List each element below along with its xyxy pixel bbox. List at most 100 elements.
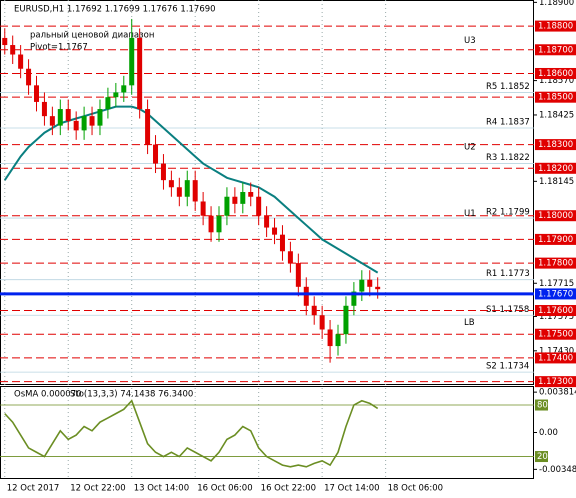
x-tick-label: 18 Oct 06:00: [388, 484, 443, 494]
level-label: 1.17900: [538, 235, 573, 245]
level-label-box: [535, 67, 576, 79]
candle-body: [256, 196, 262, 216]
moving-average: [3, 105, 379, 274]
indicator-tick-label: 80: [537, 401, 548, 411]
pivot-level-label: S2 1.1734: [486, 362, 529, 372]
level-label-box: [535, 139, 576, 151]
level-label-box: [535, 328, 576, 340]
x-tick-label: 12 Oct 22:00: [70, 484, 125, 494]
candle-body: [153, 144, 159, 164]
level-label: 1.18800: [538, 22, 573, 32]
current-price-label: 1.17670: [538, 289, 573, 299]
candle-body: [272, 227, 278, 235]
candle-body: [208, 215, 214, 233]
candle-body: [137, 37, 143, 110]
candle-body: [26, 68, 32, 86]
indicator-tick-label: 20: [537, 452, 548, 462]
level-label: 1.17300: [538, 377, 573, 387]
candle-body: [121, 85, 127, 93]
level-label-box: [535, 305, 576, 317]
level-label: 1.18300: [538, 140, 573, 150]
pivot-level-label: R4 1.1837: [486, 118, 530, 128]
level-label-box: [535, 257, 576, 269]
candle-body: [41, 101, 47, 117]
candle-body: [264, 215, 270, 228]
candle-body: [343, 305, 349, 335]
level-label: 1.17400: [538, 353, 573, 363]
pivot-level-label: R3 1.1822: [486, 153, 530, 163]
y-tick-label: 1.18145: [539, 177, 574, 187]
pivot-label: U2: [464, 142, 476, 152]
x-tick-label: 16 Oct 22:00: [261, 484, 316, 494]
level-label-box: [535, 20, 576, 32]
candle-body: [57, 109, 63, 126]
level-label: 1.17600: [538, 306, 573, 316]
candle-body: [232, 196, 238, 204]
level-label-box: [535, 44, 576, 56]
y-tick-label: 1.18570: [539, 76, 574, 86]
sto-label: Sto(13,3,3) 74.1438 76.3400: [70, 390, 193, 400]
y-tick-label: 1.17575: [539, 312, 574, 322]
level-label: 1.18500: [538, 93, 573, 103]
level-label-box: [535, 352, 576, 364]
candle-body: [335, 334, 341, 347]
indicator-y2-label: 0.00: [539, 428, 558, 438]
level-label: 1.18000: [538, 211, 573, 221]
candle-body: [279, 234, 285, 252]
candle-body: [311, 305, 317, 316]
candle-body: [176, 187, 182, 197]
candle-body: [224, 196, 230, 216]
x-tick-label: 12 Oct 2017: [7, 484, 60, 494]
level-label: 1.17500: [538, 330, 573, 340]
y-tick-label: 1.17715: [539, 279, 574, 289]
indicator-level-box: [535, 451, 548, 463]
level-label-box: [535, 233, 576, 245]
candle-body: [18, 54, 24, 69]
candle-body: [295, 263, 301, 287]
candle-body: [359, 279, 365, 292]
indicator-pane-frame: [0, 386, 534, 479]
candle-body: [216, 215, 222, 233]
candle-body: [129, 37, 135, 86]
candle-body: [248, 192, 254, 197]
candle-body: [10, 45, 16, 55]
candle-body: [319, 315, 325, 330]
candle-body: [351, 291, 357, 306]
indicator-y2-label: 0.003814: [539, 388, 576, 398]
x-tick-label: 13 Oct 14:00: [134, 484, 189, 494]
candle-body: [367, 279, 373, 287]
candle-body: [327, 329, 333, 347]
candle-body: [160, 163, 166, 181]
candle-body: [105, 97, 111, 110]
candle-body: [168, 180, 174, 188]
y-tick-label: 1.18900: [539, 0, 574, 8]
candle-body: [145, 109, 151, 145]
candle-body: [81, 116, 87, 131]
candle-body: [303, 286, 309, 306]
pivot-level-label: R2 1.1799: [486, 208, 530, 218]
indicator-label: OsMA 0.000070: [14, 390, 82, 400]
candle-body: [184, 180, 190, 197]
level-label: 1.18600: [538, 69, 573, 79]
pivot-level-label: R5 1.1852: [486, 82, 530, 92]
candle-body: [2, 37, 8, 46]
y-tick-label: 1.17430: [539, 346, 574, 356]
chart-title: EURUSD,H1 1.17692 1.17699 1.17676 1.1769…: [14, 5, 216, 15]
candle-body: [97, 109, 103, 126]
pivot-note: Pivot=1.1767: [30, 43, 88, 53]
candle-body: [65, 109, 71, 121]
indicator-y2-label: -0.003483: [539, 465, 576, 475]
subtitle: ральный ценовой диапазон: [30, 31, 154, 41]
candle-body: [375, 286, 381, 290]
candle-body: [287, 251, 293, 264]
level-label: 1.18700: [538, 45, 573, 55]
level-label-box: [535, 210, 576, 222]
candle-body: [49, 116, 55, 126]
candle-body: [113, 92, 119, 98]
main-pane-frame: [0, 0, 534, 385]
x-tick-label: 16 Oct 06:00: [197, 484, 252, 494]
current-price-box: [535, 288, 576, 300]
level-label: 1.18200: [538, 164, 573, 174]
